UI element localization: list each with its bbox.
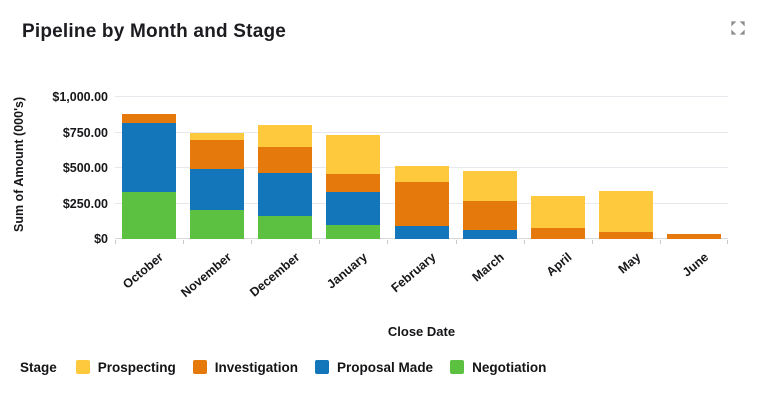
bar-segment-october-negotiation[interactable] bbox=[122, 192, 177, 239]
legend-title: Stage bbox=[20, 359, 57, 375]
x-axis-tick bbox=[115, 240, 116, 244]
x-axis-tick bbox=[183, 240, 185, 244]
bar-segment-april-prospecting[interactable] bbox=[530, 195, 585, 228]
x-tick-label-january: January bbox=[324, 250, 371, 292]
bar-segment-january-investigation[interactable] bbox=[326, 173, 381, 193]
x-tick-label-may: May bbox=[615, 250, 643, 277]
bar-segment-december-investigation[interactable] bbox=[258, 146, 313, 173]
legend-swatch-negotiation bbox=[450, 360, 465, 374]
bar-segment-november-proposal-made[interactable] bbox=[190, 168, 245, 210]
x-axis-tick bbox=[251, 240, 253, 244]
x-axis-title: Close Date bbox=[387, 324, 456, 339]
bar-segment-march-prospecting[interactable] bbox=[462, 170, 517, 201]
chart-title: Pipeline by Month and Stage bbox=[22, 21, 287, 42]
x-axis-tick bbox=[727, 240, 728, 244]
bar-segment-december-prospecting[interactable] bbox=[258, 124, 313, 147]
bar-segment-june-investigation[interactable] bbox=[666, 234, 721, 239]
bar-segment-february-proposal-made[interactable] bbox=[394, 226, 449, 239]
y-tick-label: $250.00 bbox=[62, 196, 108, 211]
bar-segment-january-proposal-made[interactable] bbox=[326, 192, 381, 225]
bar-segment-december-proposal-made[interactable] bbox=[258, 172, 313, 216]
x-tick-label-march: March bbox=[469, 250, 507, 285]
bar-segment-december-negotiation[interactable] bbox=[258, 215, 313, 239]
bar-segment-january-prospecting[interactable] bbox=[326, 135, 381, 174]
bar-segment-november-negotiation[interactable] bbox=[190, 209, 245, 239]
legend-item-prospecting[interactable]: Prospecting bbox=[75, 359, 176, 375]
y-tick-label: $0 bbox=[94, 232, 108, 246]
legend-item-label: Investigation bbox=[214, 359, 299, 375]
x-tick-label-june: June bbox=[679, 250, 711, 280]
expand-icon bbox=[731, 21, 745, 35]
legend-item-label: Negotiation bbox=[472, 359, 547, 375]
plot-area bbox=[115, 89, 728, 244]
gridline bbox=[115, 131, 728, 133]
x-tick-label-february: February bbox=[388, 250, 439, 296]
bar-segment-march-proposal-made[interactable] bbox=[462, 230, 517, 239]
bar-segment-april-investigation[interactable] bbox=[530, 227, 585, 239]
bar-segment-january-negotiation[interactable] bbox=[326, 224, 381, 239]
bar-segment-february-investigation[interactable] bbox=[394, 182, 449, 227]
legend-swatch-prospecting bbox=[75, 360, 90, 374]
x-axis-labels: October November December January February Ma… bbox=[115, 239, 728, 311]
x-tick-label-april: April bbox=[543, 250, 575, 280]
x-axis-tick bbox=[387, 240, 389, 244]
y-axis-ticks: $1,000.00 $750.00 $500.00 $250.00 $0 bbox=[0, 89, 108, 246]
bar-segment-november-prospecting[interactable] bbox=[190, 133, 245, 141]
x-tick-label-december: December bbox=[246, 250, 303, 300]
bar-segment-may-prospecting[interactable] bbox=[598, 190, 653, 232]
bar-segment-march-investigation[interactable] bbox=[462, 200, 517, 231]
legend-item-label: Prospecting bbox=[97, 359, 176, 375]
x-tick-label-october: October bbox=[120, 250, 167, 292]
bar-segment-november-investigation[interactable] bbox=[190, 140, 245, 169]
legend-item-investigation[interactable]: Investigation bbox=[192, 359, 299, 375]
bar-segment-february-prospecting[interactable] bbox=[394, 165, 449, 183]
x-axis-tick bbox=[523, 240, 525, 244]
legend-item-label: Proposal Made bbox=[337, 359, 434, 375]
y-tick-label: $750.00 bbox=[62, 125, 108, 140]
y-tick-label: $500.00 bbox=[62, 161, 108, 175]
y-tick-label: $1,000.00 bbox=[52, 90, 108, 104]
legend-swatch-investigation bbox=[192, 360, 207, 374]
bar-segment-may-investigation[interactable] bbox=[598, 231, 653, 239]
x-axis-tick bbox=[455, 240, 457, 244]
legend-swatch-proposal-made bbox=[315, 360, 330, 374]
expand-button[interactable] bbox=[724, 14, 752, 42]
bar-segment-october-investigation[interactable] bbox=[122, 114, 177, 124]
x-axis-tick bbox=[591, 240, 593, 244]
x-axis-tick bbox=[319, 240, 321, 244]
legend-item-proposal-made[interactable]: Proposal Made bbox=[315, 360, 433, 375]
x-axis-tick bbox=[659, 240, 661, 244]
bar-segment-october-proposal-made[interactable] bbox=[122, 123, 177, 193]
legend-item-negotiation[interactable]: Negotiation bbox=[450, 360, 546, 375]
x-tick-label-november: November bbox=[178, 250, 235, 301]
gridline bbox=[115, 96, 728, 97]
legend: Stage Prospecting Investigation Proposal M… bbox=[20, 357, 563, 377]
